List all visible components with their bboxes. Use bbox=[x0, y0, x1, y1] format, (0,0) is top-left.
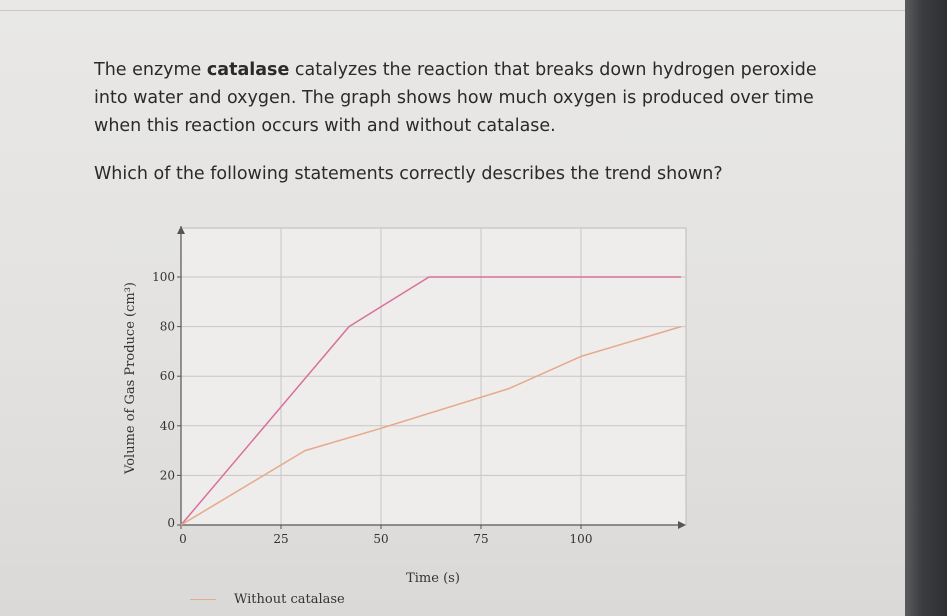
legend: Without catalase bbox=[190, 592, 345, 607]
y-tick-label: 40 bbox=[160, 419, 175, 433]
x-axis-arrow bbox=[678, 521, 686, 529]
window-edge bbox=[905, 0, 947, 616]
intro-before: The enzyme bbox=[94, 60, 207, 80]
x-tick-label: 25 bbox=[273, 532, 288, 546]
legend-swatch bbox=[190, 599, 216, 600]
question-prompt: Which of the following statements correc… bbox=[94, 164, 723, 184]
enzyme-name: catalase bbox=[206, 60, 290, 80]
question-intro: The enzyme catalase catalyzes the reacti… bbox=[94, 56, 854, 140]
series-line-with-catalase bbox=[180, 276, 681, 526]
x-axis-label: Time (s) bbox=[406, 571, 460, 586]
x-tick-label: 100 bbox=[570, 532, 593, 546]
series-lines bbox=[180, 276, 682, 526]
y-axis-arrow bbox=[177, 226, 185, 234]
x-tick-label: 0 bbox=[179, 532, 187, 546]
top-divider bbox=[0, 10, 905, 11]
y-tick-label: 20 bbox=[160, 468, 175, 482]
y-tick-label: 60 bbox=[160, 369, 175, 383]
y-tick-label: 80 bbox=[160, 320, 175, 334]
y-tick-label: 100 bbox=[152, 270, 175, 284]
intro-after: catalyzes the reaction that breaks down … bbox=[94, 60, 817, 136]
x-tick-label: 50 bbox=[373, 532, 388, 546]
x-tick-label: 75 bbox=[473, 532, 488, 546]
axes bbox=[177, 226, 686, 529]
y-tick-label: 0 bbox=[167, 516, 175, 530]
series-line-without-catalase bbox=[180, 325, 682, 526]
y-axis-label: Volume of Gas Produce (cm³) bbox=[123, 282, 138, 475]
tick-labels: 0 25 50 75 100 0 20 40 60 80 100 bbox=[152, 270, 592, 546]
question-text: The enzyme catalase catalyzes the reacti… bbox=[94, 56, 854, 188]
legend-label: Without catalase bbox=[234, 592, 345, 607]
